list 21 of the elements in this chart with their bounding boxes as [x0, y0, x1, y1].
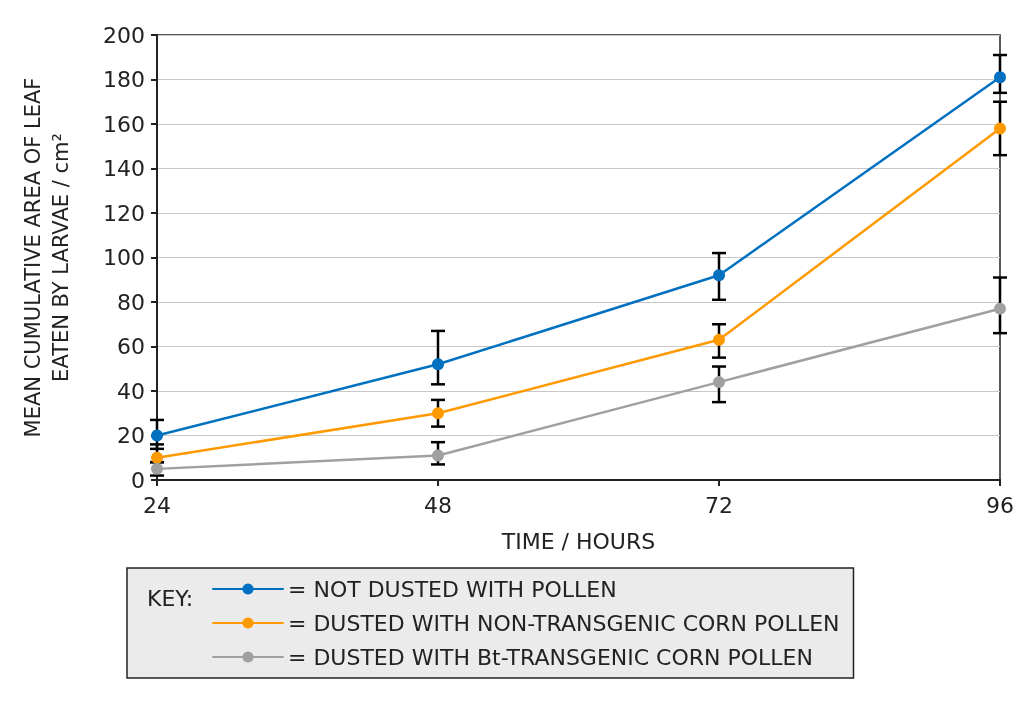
y-tick-label: 20	[117, 423, 145, 448]
y-tick-label: 180	[103, 67, 145, 92]
y-axis-title: MEAN CUMULATIVE AREA OF LEAF EATEN BY LARVAE / cm²	[21, 77, 73, 438]
x-tick-label: 72	[705, 492, 733, 518]
y-tick-label: 0	[131, 467, 145, 493]
y-tick-label: 160	[103, 111, 145, 137]
x-tick-label: 96	[986, 492, 1014, 518]
legend-label: = NOT DUSTED WITH POLLEN	[288, 576, 617, 602]
y-tick-label: 100	[103, 245, 145, 270]
legend-title: KEY:	[147, 585, 194, 611]
y-tick-label: 60	[117, 334, 145, 359]
x-tick-label: 24	[143, 492, 171, 518]
legend-label: = DUSTED WITH NON-TRANSGENIC CORN POLLEN	[288, 610, 840, 636]
x-tick-label: 48	[424, 492, 452, 518]
y-tick-label: 200	[103, 22, 145, 48]
x-axis-title: TIME / HOURS	[500, 528, 656, 554]
y-tick-label: 80	[117, 289, 145, 315]
y-tick-label: 120	[103, 200, 145, 226]
y-tick-label: 140	[103, 156, 145, 181]
y-tick-label: 40	[117, 378, 145, 404]
legend-label: = DUSTED WITH Bt-TRANSGENIC CORN POLLEN	[288, 644, 813, 670]
